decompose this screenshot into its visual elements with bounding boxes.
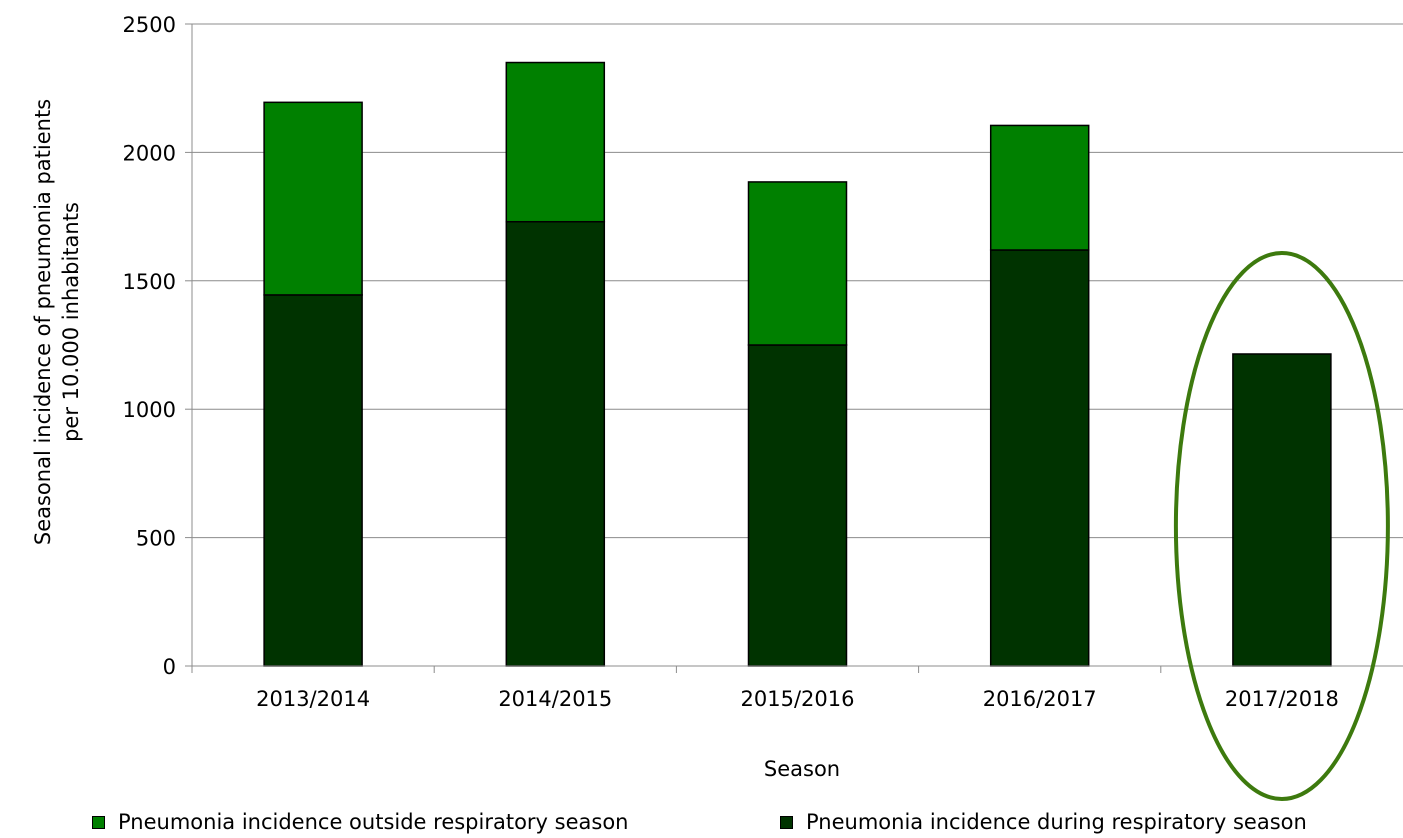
legend-item-outside: Pneumonia incidence outside respiratory …: [92, 810, 629, 834]
x-tick-label: 2013/2014: [256, 687, 370, 711]
y-tick-label: 2000: [123, 141, 176, 165]
legend-label-outside: Pneumonia incidence outside respiratory …: [118, 810, 629, 834]
y-axis-label-line2: per 10.000 inhabitants: [59, 202, 83, 442]
y-tick-label: 0: [163, 655, 176, 679]
x-tick-labels: 2013/2014 2014/2015 2015/2016 2016/2017 2017…: [256, 687, 1339, 711]
bar-segment: [989, 124, 1090, 251]
bar-segment: [989, 249, 1090, 667]
highlight-ellipse: [1173, 251, 1390, 801]
y-tick-label: 500: [136, 527, 176, 551]
x-tick-label: 2015/2016: [741, 687, 855, 711]
x-tick-label: 2016/2017: [983, 687, 1097, 711]
bars-group: [263, 61, 1332, 667]
bar-segment: [505, 220, 606, 667]
legend-label-during: Pneumonia incidence during respiratory s…: [806, 810, 1307, 834]
y-tick-label: 1000: [123, 398, 176, 422]
axes: [191, 24, 1403, 673]
y-tick-label: 2500: [123, 13, 176, 37]
bar-segment: [263, 294, 363, 667]
x-axis-label: Season: [763, 757, 841, 781]
bar-segment: [747, 181, 848, 346]
legend-swatch-outside: [92, 815, 105, 829]
bar-segment: [747, 344, 848, 667]
y-axis-label-line1: Seasonal incidence of pneumonia patients: [31, 98, 55, 546]
y-tick-label: 1500: [123, 270, 176, 294]
bar-segment: [1232, 353, 1332, 667]
bar-segment: [263, 101, 363, 296]
x-tick-label: 2014/2015: [498, 687, 612, 711]
highlight-group: [1173, 251, 1390, 801]
bar-segment: [505, 61, 606, 223]
legend-swatch-during: [780, 815, 793, 829]
x-tick-label: 2017/2018: [1225, 687, 1339, 711]
y-tick-labels: 0 500 1000 1500 2000 2500: [123, 13, 176, 679]
legend-item-during: Pneumonia incidence during respiratory s…: [780, 810, 1307, 834]
